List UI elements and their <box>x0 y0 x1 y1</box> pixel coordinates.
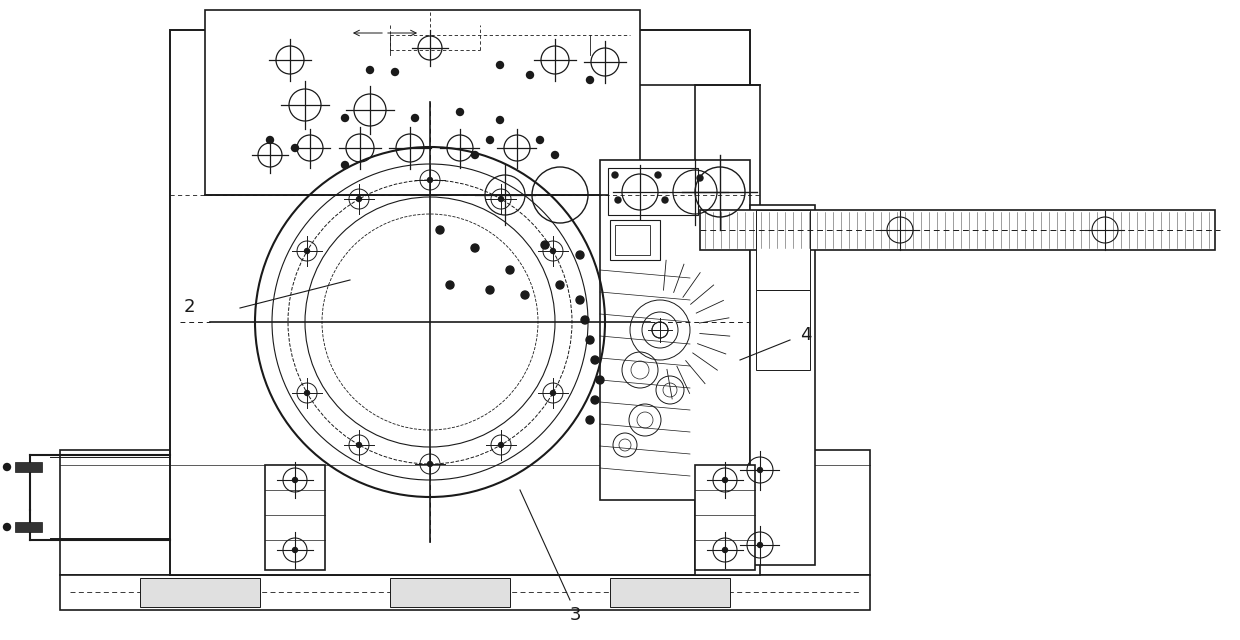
Bar <box>701 210 1215 250</box>
Circle shape <box>471 244 479 252</box>
Bar <box>756 290 810 370</box>
Circle shape <box>613 172 618 178</box>
Bar <box>60 575 870 610</box>
Circle shape <box>582 316 589 324</box>
Circle shape <box>428 461 433 467</box>
Circle shape <box>428 177 433 182</box>
Bar <box>694 465 755 570</box>
Circle shape <box>486 286 494 294</box>
Circle shape <box>498 196 503 202</box>
Bar <box>60 450 870 575</box>
Bar <box>694 85 760 575</box>
Circle shape <box>305 390 310 396</box>
Bar <box>750 205 815 565</box>
Bar <box>600 160 750 500</box>
Bar <box>15 462 42 472</box>
Circle shape <box>537 136 543 143</box>
Circle shape <box>446 281 454 289</box>
Circle shape <box>551 390 556 396</box>
Circle shape <box>697 175 703 181</box>
Circle shape <box>662 197 668 203</box>
Circle shape <box>293 547 298 552</box>
Circle shape <box>305 248 310 253</box>
Circle shape <box>367 67 373 74</box>
Circle shape <box>655 172 661 178</box>
Circle shape <box>436 226 444 234</box>
Circle shape <box>587 336 594 344</box>
Circle shape <box>552 152 558 159</box>
Circle shape <box>412 115 419 122</box>
Text: 4: 4 <box>800 326 811 344</box>
Bar <box>391 578 510 607</box>
Circle shape <box>506 266 515 274</box>
Circle shape <box>496 116 503 124</box>
Circle shape <box>615 197 621 203</box>
Circle shape <box>551 248 556 253</box>
Circle shape <box>267 136 274 143</box>
Bar <box>170 30 750 575</box>
Circle shape <box>587 416 594 424</box>
Bar <box>610 220 660 260</box>
Circle shape <box>486 136 494 143</box>
Circle shape <box>596 376 604 384</box>
Bar <box>608 168 698 215</box>
Circle shape <box>471 152 479 159</box>
Circle shape <box>723 547 728 552</box>
Circle shape <box>541 241 549 249</box>
Circle shape <box>556 281 564 289</box>
Circle shape <box>521 291 529 299</box>
Circle shape <box>357 442 362 447</box>
Circle shape <box>392 68 398 76</box>
Circle shape <box>723 477 728 483</box>
Circle shape <box>758 467 763 472</box>
Circle shape <box>291 145 299 152</box>
Bar <box>756 210 810 290</box>
Text: 3: 3 <box>569 606 580 624</box>
Bar <box>205 10 640 195</box>
Circle shape <box>4 524 10 531</box>
Circle shape <box>591 396 599 404</box>
Circle shape <box>577 296 584 304</box>
Bar <box>15 522 42 532</box>
Circle shape <box>527 72 533 79</box>
Circle shape <box>587 77 594 83</box>
Circle shape <box>591 356 599 364</box>
Circle shape <box>758 543 763 547</box>
Bar <box>615 225 650 255</box>
Circle shape <box>496 61 503 68</box>
Circle shape <box>341 115 348 122</box>
Text: 2: 2 <box>184 298 195 316</box>
Circle shape <box>456 109 464 115</box>
Bar <box>140 578 260 607</box>
Circle shape <box>341 161 348 168</box>
Circle shape <box>293 477 298 483</box>
Circle shape <box>4 463 10 470</box>
Circle shape <box>357 196 362 202</box>
Circle shape <box>498 442 503 447</box>
Circle shape <box>577 251 584 259</box>
Bar <box>265 465 325 570</box>
Bar <box>610 578 730 607</box>
